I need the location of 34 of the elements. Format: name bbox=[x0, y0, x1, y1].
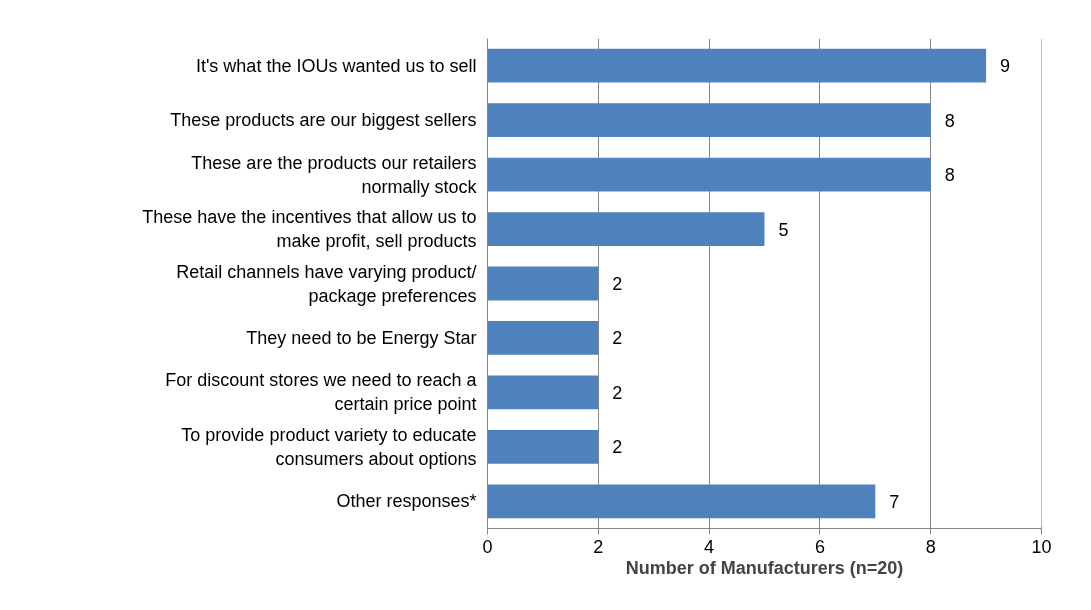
x-tick-label: 8 bbox=[925, 536, 936, 557]
x-tick-label: 4 bbox=[704, 536, 715, 557]
bar bbox=[487, 266, 599, 301]
data-label: 2 bbox=[612, 328, 623, 349]
y-tick-label: Other responses* bbox=[336, 491, 477, 512]
y-tick-label: They need to be Energy Star bbox=[246, 327, 477, 348]
bar bbox=[487, 321, 599, 355]
x-tick-label: 6 bbox=[814, 536, 825, 557]
y-tick-label: These are the products our retailers normally stock bbox=[191, 152, 478, 197]
data-label: 9 bbox=[1000, 56, 1011, 77]
data-label: 2 bbox=[612, 274, 623, 294]
y-tick-label: Retail channels have varying product/ package preferences bbox=[176, 261, 477, 306]
data-label: 8 bbox=[944, 165, 955, 186]
bar bbox=[487, 375, 599, 410]
data-label: 2 bbox=[612, 437, 623, 458]
y-tick-label: It's what the IOUs wanted us to sell bbox=[195, 55, 477, 76]
y-tick-label: For discount stores we need to reach a certain price point bbox=[165, 370, 478, 415]
data-label: 2 bbox=[612, 382, 623, 403]
data-label: 8 bbox=[944, 110, 955, 131]
y-tick-label: These have the incentives that allow us to make profit, sell products bbox=[142, 207, 477, 252]
y-tick-label: To provide product variety to educate consumers about options bbox=[181, 424, 477, 469]
data-label: 7 bbox=[889, 491, 900, 512]
bar bbox=[487, 48, 987, 83]
x-axis-title: Number of Manufacturers (n=20) bbox=[625, 557, 904, 578]
bar bbox=[487, 212, 765, 246]
x-tick-label: 0 bbox=[482, 536, 493, 557]
bar bbox=[487, 103, 931, 138]
data-label: 5 bbox=[778, 219, 789, 240]
bar bbox=[487, 157, 931, 192]
bar bbox=[487, 429, 599, 464]
bar bbox=[487, 484, 876, 519]
x-tick-label: 2 bbox=[593, 536, 604, 557]
y-tick-label: These products are our biggest sellers bbox=[170, 110, 477, 131]
x-tick-label: 10 bbox=[1031, 536, 1052, 557]
